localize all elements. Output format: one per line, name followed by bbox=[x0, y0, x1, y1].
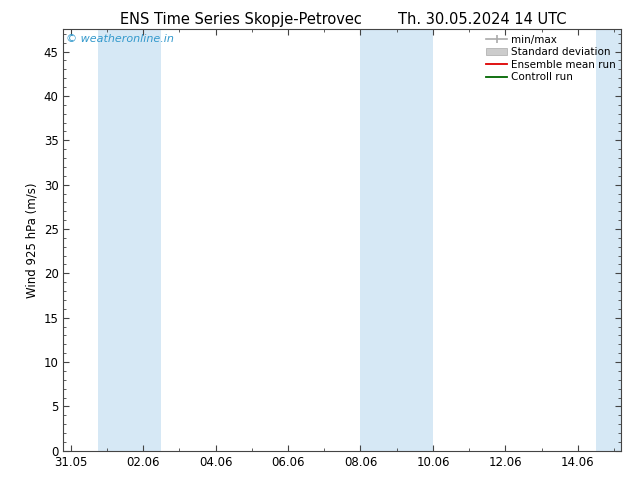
Bar bbox=[361, 29, 433, 451]
Bar bbox=[98, 29, 161, 451]
Bar bbox=[596, 29, 621, 451]
Y-axis label: Wind 925 hPa (m/s): Wind 925 hPa (m/s) bbox=[25, 182, 38, 298]
Text: Th. 30.05.2024 14 UTC: Th. 30.05.2024 14 UTC bbox=[398, 12, 566, 27]
Text: © weatheronline.in: © weatheronline.in bbox=[66, 34, 174, 44]
Legend: min/max, Standard deviation, Ensemble mean run, Controll run: min/max, Standard deviation, Ensemble me… bbox=[483, 31, 619, 86]
Text: ENS Time Series Skopje-Petrovec: ENS Time Series Skopje-Petrovec bbox=[120, 12, 362, 27]
